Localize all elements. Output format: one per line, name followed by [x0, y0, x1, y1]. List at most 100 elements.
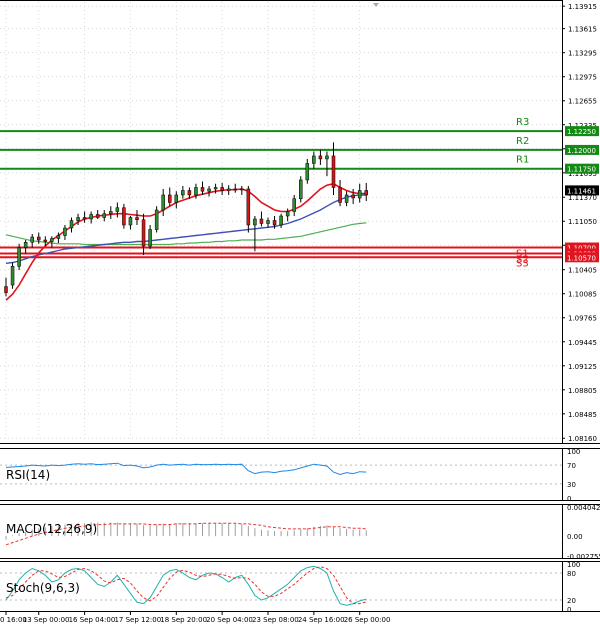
time-label: 0 16:00	[0, 616, 27, 624]
candle-bear	[141, 219, 146, 247]
stoch-k-line	[5, 565, 367, 606]
time-label: 16 Sep 04:00	[69, 616, 116, 624]
candle-bull	[357, 190, 362, 199]
macd-panel: 0.004042 0.00 -0.002755 MACD(12,26,9)	[0, 504, 600, 561]
price-tick-label: 1.08485	[568, 411, 597, 419]
candle-bull	[154, 209, 159, 230]
current-price-label: 1.11461	[567, 187, 596, 195]
current-price-tag-bg	[565, 185, 599, 196]
candle-bull	[115, 207, 120, 212]
level-name-s1: S1	[516, 249, 529, 260]
level-name-r3: R3	[516, 117, 529, 128]
level-name-r2: R2	[516, 136, 529, 147]
macd-tick-label: 0.00	[567, 533, 583, 541]
rsi-grid	[0, 464, 562, 485]
scroll-marker-icon[interactable]	[373, 3, 379, 7]
candle-bull	[63, 227, 67, 236]
price-tick-label: 1.12655	[568, 98, 597, 106]
candle-bull	[305, 163, 310, 181]
macd-axis: 0.004042 0.00 -0.002755	[567, 504, 600, 561]
rsi-axis: 100 70 30 0	[567, 448, 580, 503]
moving-averages	[5, 182, 367, 301]
candle-bull	[17, 247, 21, 267]
level-tag-label: 1.11750	[567, 166, 596, 174]
candle-bear	[82, 217, 87, 220]
macd-signal-line	[5, 522, 367, 546]
candle-bear	[4, 286, 8, 293]
candle-bull	[213, 187, 218, 190]
stoch-d-line	[5, 566, 367, 605]
candle-bull	[148, 229, 152, 247]
candle-bear	[364, 190, 368, 196]
candle-bull	[299, 179, 303, 199]
candle-bull	[161, 194, 165, 211]
candle-bull	[89, 214, 93, 220]
level-name-r1: R1	[516, 155, 529, 166]
candle-bull	[128, 217, 133, 226]
level-tag-label: 1.10570	[567, 254, 596, 262]
green-ma-line	[5, 222, 367, 246]
stoch-tick-label: 100	[567, 561, 580, 569]
price-tick-label: 1.11050	[568, 218, 597, 226]
candle-bull	[266, 220, 270, 224]
candle-bear	[331, 155, 336, 188]
rsi-tick-label: 70	[567, 462, 576, 470]
time-label: 13 Sep 00:00	[23, 616, 70, 624]
candle-bear	[95, 214, 100, 218]
rsi-tick-label: 0	[567, 495, 571, 503]
level-tag-label: 1.12250	[567, 128, 596, 136]
price-tick-label: 1.11695	[568, 170, 597, 178]
candle-bull	[102, 213, 106, 218]
candle-bear	[338, 187, 342, 203]
candle-bull	[181, 190, 185, 196]
price-tick-label: 1.10405	[568, 267, 597, 275]
level-tag-bg	[565, 163, 599, 174]
candle-bear	[233, 188, 237, 191]
candle-bull	[76, 217, 80, 221]
stoch-title: Stoch(9,6,3)	[6, 581, 80, 595]
candle-bull	[240, 188, 244, 191]
candle-bear	[43, 239, 48, 242]
candlesticks	[4, 142, 368, 297]
candle-bear	[187, 190, 192, 196]
price-tick-label: 1.13295	[568, 50, 597, 58]
candle-bull	[344, 194, 349, 203]
candle-bull	[174, 194, 179, 203]
candle-bear	[122, 207, 126, 226]
candle-bull	[279, 215, 283, 226]
candle-bull	[10, 266, 15, 286]
candle-bull	[109, 211, 113, 214]
price-tick-label: 1.09445	[568, 339, 597, 347]
candle-bear	[220, 187, 224, 191]
candle-bull	[253, 218, 257, 226]
rsi-tick-label: 30	[567, 481, 576, 489]
time-label: 24 Sep 16:00	[298, 616, 345, 624]
candle-bull	[312, 155, 316, 164]
price-tick-label: 1.09765	[568, 315, 597, 323]
candle-bull	[207, 188, 211, 192]
price-tick-label: 1.10085	[568, 291, 597, 299]
candle-bull	[50, 238, 54, 242]
candle-bear	[318, 155, 323, 160]
price-tick-label: 1.09125	[568, 363, 597, 371]
candle-bull	[69, 220, 74, 229]
stoch-tick-label: 0	[567, 606, 571, 614]
price-tick-label: 1.13915	[568, 3, 597, 11]
level-tag-bg	[565, 126, 599, 137]
time-label: 26 Sep 00:00	[344, 616, 391, 624]
rsi-title: RSI(14)	[6, 468, 50, 482]
candle-bull	[325, 155, 329, 160]
candle-bear	[200, 187, 205, 192]
macd-tick-label: -0.002755	[567, 553, 600, 561]
level-tag-bg	[565, 144, 599, 155]
candle-bear	[351, 194, 355, 199]
stoch-tick-label: 20	[567, 597, 576, 605]
time-label: 17 Sep 12:00	[114, 616, 161, 624]
price-tick-label: 1.08160	[568, 435, 597, 443]
level-tag-label: 1.12000	[567, 147, 596, 155]
time-label: 23 Sep 08:00	[252, 616, 299, 624]
candle-bull	[23, 242, 28, 248]
